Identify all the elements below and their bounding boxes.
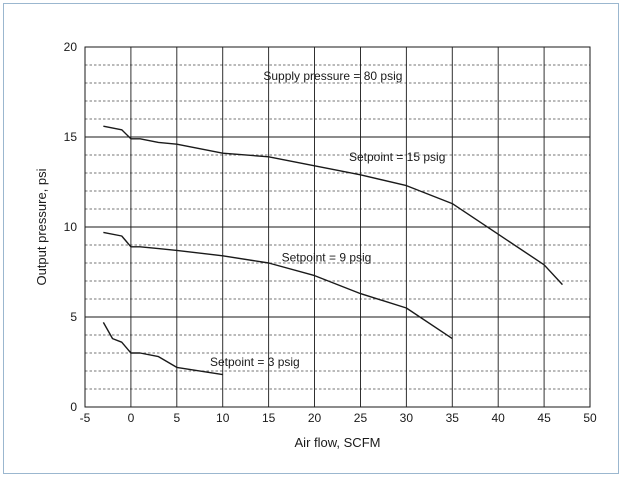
y-axis-title: Output pressure, psi [34, 168, 49, 285]
annotation-sp3: Setpoint = 3 psig [210, 355, 300, 369]
x-tick-label: 35 [446, 411, 460, 425]
series-group [102, 125, 563, 376]
x-tick-label: 25 [354, 411, 368, 425]
y-tick-label: 20 [64, 40, 78, 54]
x-tick-label: 15 [262, 411, 276, 425]
annotation-sp9: Setpoint = 9 psig [282, 251, 372, 265]
series-line-2 [103, 231, 453, 340]
annotations: Supply pressure = 80 psig Setpoint = 15 p… [210, 69, 445, 369]
x-tick-label: -5 [80, 411, 91, 425]
y-tick-label: 15 [64, 130, 78, 144]
x-tick-label: 50 [583, 411, 597, 425]
series-line-1 [103, 125, 563, 286]
x-tick-label: 40 [492, 411, 506, 425]
x-tick-label: 30 [400, 411, 414, 425]
y-tick-label: 0 [70, 400, 77, 414]
x-tick-label: 45 [537, 411, 551, 425]
series-line-3 [102, 322, 223, 376]
x-tick-label: 20 [308, 411, 322, 425]
x-axis-title: Air flow, SCFM [295, 435, 381, 450]
y-tick-label: 5 [70, 310, 77, 324]
plot-area-border [84, 46, 591, 408]
y-tick-label: 10 [64, 220, 78, 234]
annotation-supply: Supply pressure = 80 psig [263, 69, 402, 83]
x-tick-label: 10 [216, 411, 230, 425]
x-tick-label: 5 [173, 411, 180, 425]
grid [85, 47, 590, 407]
x-tick-label: 0 [128, 411, 135, 425]
figure-frame [3, 3, 619, 474]
annotation-sp15: Setpoint = 15 psig [349, 150, 445, 164]
